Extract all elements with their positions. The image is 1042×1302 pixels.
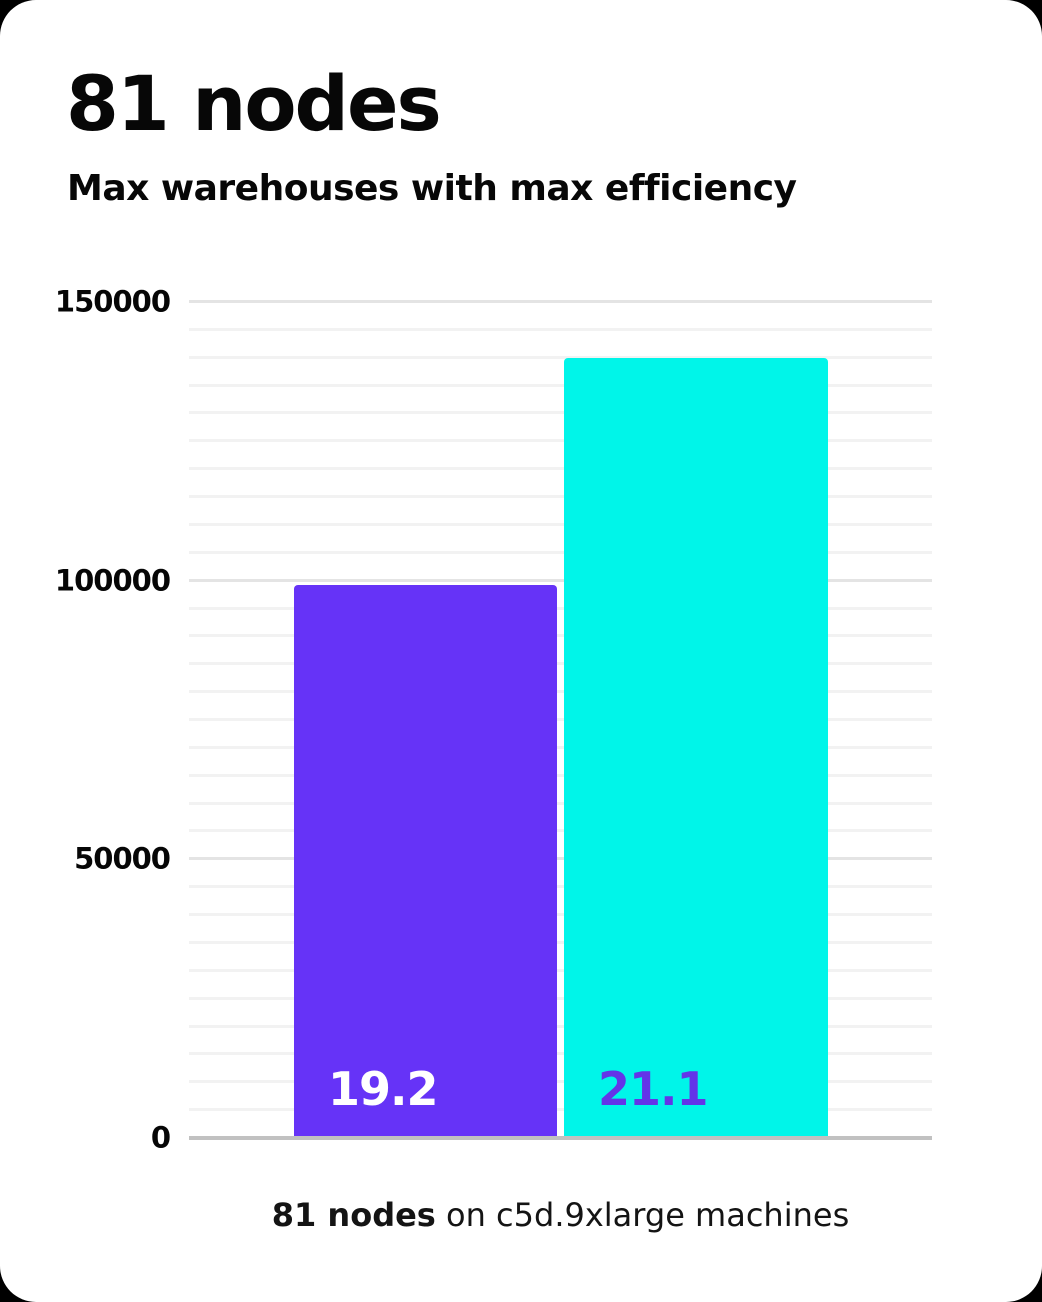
gridline-minor xyxy=(189,940,932,944)
bar-2: 21.1 xyxy=(564,358,828,1138)
gridline-minor xyxy=(189,439,932,443)
gridline-minor xyxy=(189,996,932,1000)
gridline-minor xyxy=(189,327,932,331)
gridline-minor xyxy=(189,467,932,471)
gridline-minor xyxy=(189,550,932,554)
y-tick-label: 100000 xyxy=(54,562,171,597)
gridline-minor xyxy=(189,495,932,499)
gridline-minor xyxy=(189,355,932,359)
y-tick-label: 50000 xyxy=(74,841,171,876)
gridline-minor xyxy=(189,662,932,666)
gridline-minor xyxy=(189,383,932,387)
gridline-minor xyxy=(189,1024,932,1028)
gridline-minor xyxy=(189,1108,932,1112)
gridline-minor xyxy=(189,606,932,610)
y-tick-label: 0 xyxy=(150,1120,171,1155)
y-tick-label: 150000 xyxy=(54,284,171,319)
bar-1: 19.2 xyxy=(294,585,557,1138)
gridline-minor xyxy=(189,1080,932,1084)
chart-subtitle: Max warehouses with max efficiency xyxy=(67,168,797,209)
gridline-minor xyxy=(189,913,932,917)
gridline-minor xyxy=(189,1052,932,1056)
gridline-minor xyxy=(189,773,932,777)
gridline-minor xyxy=(189,968,932,972)
chart-title: 81 nodes xyxy=(66,59,442,148)
y-axis-tick-labels: 150000 100000 50000 0 xyxy=(0,284,171,1154)
gridline-minor xyxy=(189,801,932,805)
gridline-minor xyxy=(189,885,932,889)
gridline-major xyxy=(189,578,932,582)
bar-value-label: 19.2 xyxy=(328,1062,438,1116)
caption-bold-text: 81 nodes xyxy=(271,1196,436,1234)
caption-regular-text: on c5d.9xlarge machines xyxy=(435,1196,850,1234)
bar-value-label: 21.1 xyxy=(598,1062,708,1116)
chart-caption: 81 nodes on c5d.9xlarge machines xyxy=(189,1196,932,1234)
gridline-minor xyxy=(189,745,932,749)
gridline-minor xyxy=(189,634,932,638)
gridline-minor xyxy=(189,829,932,833)
gridline-major xyxy=(189,857,932,861)
gridline-minor xyxy=(189,411,932,415)
gridline-minor xyxy=(189,522,932,526)
x-axis-baseline xyxy=(189,1136,932,1140)
plot-area: 19.2 21.1 xyxy=(189,300,932,1140)
gridline-minor xyxy=(189,690,932,694)
gridline-minor xyxy=(189,718,932,721)
gridline-major xyxy=(189,300,932,303)
